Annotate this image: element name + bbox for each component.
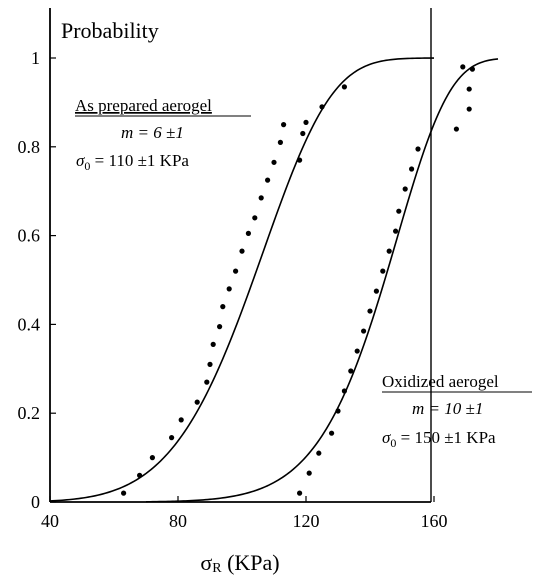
data-point-as-prepared <box>121 490 127 496</box>
annotation-as-prepared-sigma: σ0 = 110 ±1 KPa <box>76 151 189 173</box>
data-point-as-prepared <box>194 399 200 405</box>
data-point-oxidized <box>460 64 466 70</box>
data-point-as-prepared <box>207 361 213 367</box>
y-tick-label: 0.2 <box>18 403 41 423</box>
data-point-oxidized <box>466 86 472 92</box>
data-points-group <box>121 64 475 496</box>
data-point-oxidized <box>373 288 379 294</box>
data-point-oxidized <box>306 470 312 476</box>
data-point-oxidized <box>316 450 322 456</box>
data-point-as-prepared <box>277 139 283 145</box>
data-point-as-prepared <box>239 248 245 254</box>
x-tick-label: 80 <box>169 511 187 531</box>
data-point-as-prepared <box>149 455 155 461</box>
data-point-as-prepared <box>258 195 264 201</box>
annotation-as-prepared-m: m = 6 ±1 <box>121 123 184 142</box>
annotation-as-prepared-title: As prepared aerogel <box>75 96 212 115</box>
y-tick-label: 0 <box>31 492 40 512</box>
data-point-as-prepared <box>297 157 303 163</box>
x-tick-label: 40 <box>41 511 59 531</box>
data-point-as-prepared <box>300 130 306 137</box>
annotation-oxidized-title: Oxidized aerogel <box>382 372 499 391</box>
data-point-oxidized <box>409 166 415 172</box>
data-point-as-prepared <box>303 119 309 125</box>
annotation-as-prepared-sigma-rest: = 110 ±1 KPa <box>90 151 189 170</box>
data-point-as-prepared <box>220 304 226 310</box>
annotation-as-prepared-sigma-symbol: σ <box>76 151 85 170</box>
annotation-as-prepared: As prepared aerogel m = 6 ±1 σ0 = 110 ±1… <box>75 96 251 173</box>
y-tick-label: 0.4 <box>18 314 41 334</box>
x-axis-title-main: σ <box>200 550 212 575</box>
data-point-oxidized <box>361 328 367 334</box>
data-point-oxidized <box>297 490 303 496</box>
fit-curve-oxidized <box>145 58 499 503</box>
data-point-as-prepared <box>226 286 232 292</box>
data-point-oxidized <box>367 308 373 314</box>
data-point-oxidized <box>469 66 475 72</box>
axes-group <box>49 8 432 503</box>
data-point-oxidized <box>466 106 472 112</box>
x-tick-label: 120 <box>293 511 320 531</box>
data-point-as-prepared <box>319 104 325 110</box>
data-point-as-prepared <box>252 215 258 221</box>
data-point-oxidized <box>402 186 408 192</box>
data-point-oxidized <box>341 388 347 394</box>
fit-curves-group <box>49 57 499 503</box>
data-point-as-prepared <box>217 324 223 330</box>
annotation-as-prepared-sigma-sub: 0 <box>84 159 90 173</box>
data-point-as-prepared <box>137 472 143 478</box>
y-tick-label: 0.8 <box>18 137 41 157</box>
data-point-as-prepared <box>341 84 347 90</box>
data-point-oxidized <box>393 228 399 234</box>
annotation-oxidized-m: m = 10 ±1 <box>412 399 483 418</box>
data-point-as-prepared <box>169 435 175 441</box>
data-point-as-prepared <box>281 122 287 128</box>
annotation-oxidized-sigma: σ0 = 150 ±1 KPa <box>382 428 496 450</box>
plot-title: Probability <box>61 18 159 43</box>
x-axis-title: σR (KPa) <box>200 550 279 576</box>
data-point-oxidized <box>453 126 459 132</box>
data-point-oxidized <box>348 368 354 374</box>
x-axis-title-sub: R <box>212 561 222 576</box>
y-tick-label: 0.6 <box>18 226 41 246</box>
data-point-as-prepared <box>245 230 251 236</box>
annotation-oxidized-sigma-symbol: σ <box>382 428 391 447</box>
data-point-as-prepared <box>271 159 277 165</box>
y-tick-label: 1 <box>31 48 40 68</box>
data-point-oxidized <box>329 430 335 436</box>
data-point-as-prepared <box>265 177 271 183</box>
x-tick-label: 160 <box>421 511 448 531</box>
data-point-oxidized <box>380 268 386 274</box>
data-point-as-prepared <box>210 341 216 347</box>
annotation-oxidized-sigma-rest: = 150 ±1 KPa <box>396 428 496 447</box>
ticks-group: 40 80 120 160 0 0.2 0.4 0.6 0.8 1 <box>18 48 448 531</box>
data-point-oxidized <box>386 248 392 254</box>
data-point-as-prepared <box>178 417 184 423</box>
annotation-oxidized: Oxidized aerogel m = 10 ±1 σ0 = 150 ±1 K… <box>382 372 532 450</box>
data-point-oxidized <box>335 408 341 414</box>
x-axis-title-rest: (KPa) <box>222 550 280 575</box>
annotation-oxidized-sigma-sub: 0 <box>390 436 396 450</box>
data-point-oxidized <box>415 146 421 152</box>
fit-curve-as-prepared <box>49 57 435 502</box>
data-point-oxidized <box>354 348 360 354</box>
data-point-as-prepared <box>204 379 210 385</box>
data-point-as-prepared <box>233 268 239 274</box>
data-point-oxidized <box>396 208 402 214</box>
